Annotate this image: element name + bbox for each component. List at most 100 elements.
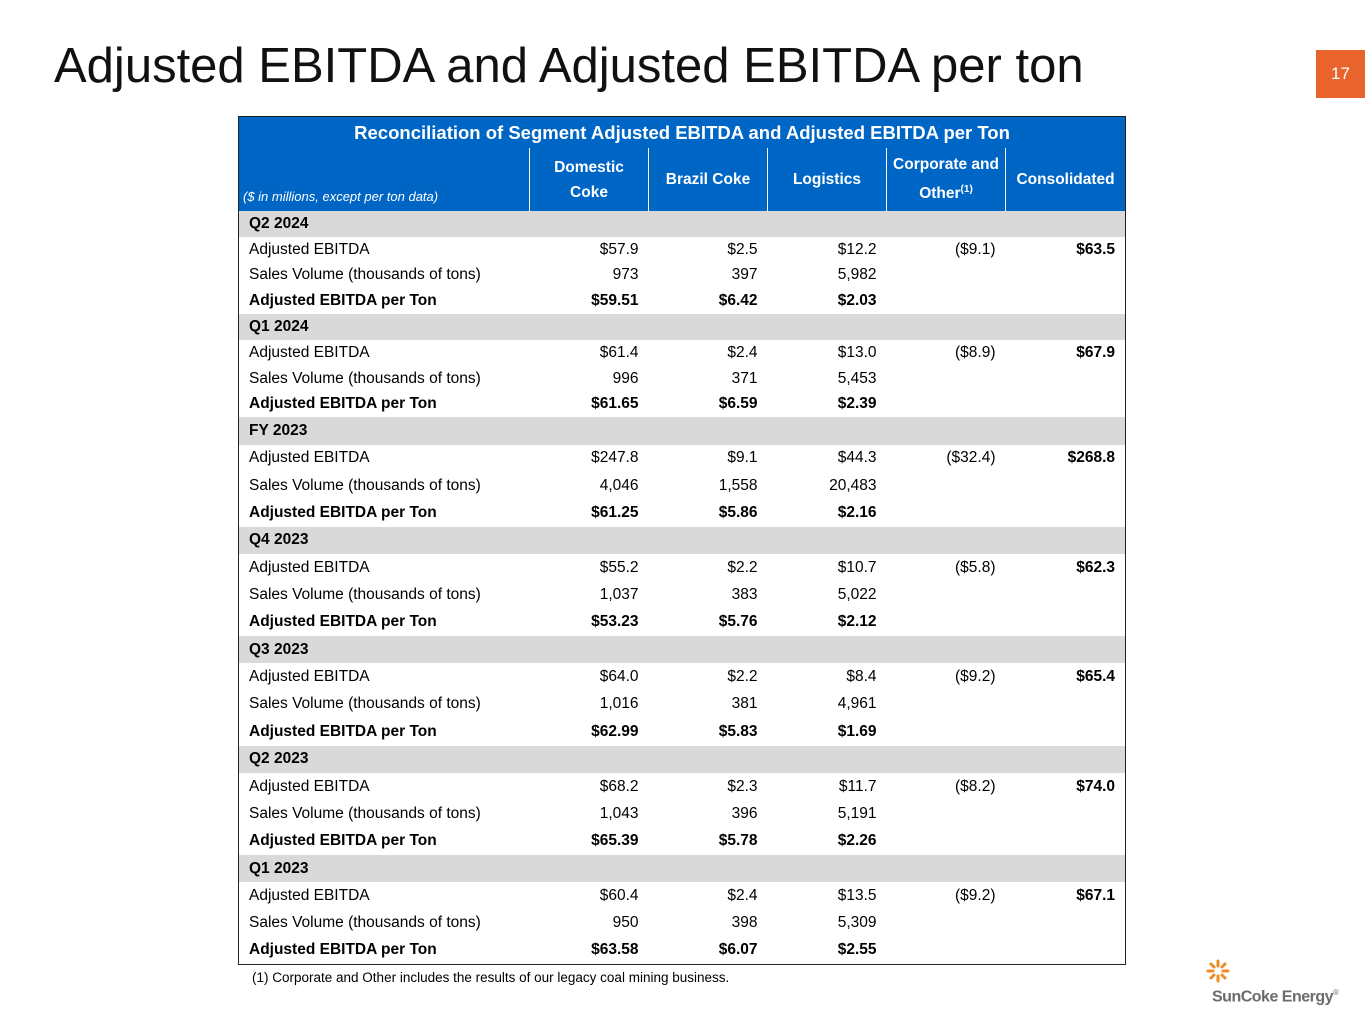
value-cell: ($8.9) — [955, 343, 996, 361]
data-row: Sales Volume (thousands of tons) 996 371 5,… — [239, 366, 1126, 392]
value-cell — [1006, 691, 1126, 718]
data-row: Adjusted EBITDA per Ton $61.25 $5.86 $2.16 — [239, 499, 1126, 526]
value-cell: 383 — [731, 586, 758, 604]
value-cell: $10.7 — [837, 558, 877, 576]
value-cell: $2.4 — [727, 343, 758, 361]
data-row: Adjusted EBITDA per Ton $65.39 $5.78 $2.26 — [239, 828, 1126, 855]
value-cell: $5.83 — [718, 722, 758, 740]
value-cell: $44.3 — [837, 449, 877, 467]
value-cell — [887, 718, 1006, 745]
value-cell: $2.03 — [837, 292, 877, 310]
value-cell — [887, 691, 1006, 718]
slide-title: Adjusted EBITDA and Adjusted EBITDA per … — [54, 39, 1084, 93]
data-row: Sales Volume (thousands of tons) 4,046 1,5… — [239, 472, 1126, 499]
value-cell: 1,558 — [718, 476, 758, 494]
section-fill — [529, 314, 1126, 340]
column-header: Brazil Coke — [648, 148, 768, 211]
value-cell: $2.5 — [727, 240, 758, 258]
value-cell: ($9.2) — [955, 668, 996, 686]
row-label: Sales Volume (thousands of tons) — [249, 476, 481, 494]
table-caption: Reconciliation of Segment Adjusted EBITD… — [238, 116, 1126, 148]
value-cell: ($9.2) — [955, 886, 996, 904]
value-cell: $61.65 — [591, 395, 639, 413]
value-cell: $2.4 — [727, 886, 758, 904]
value-cell: ($9.1) — [955, 240, 996, 258]
value-cell — [1006, 910, 1126, 937]
value-cell: 1,016 — [599, 695, 639, 713]
value-cell: $13.0 — [837, 343, 877, 361]
value-cell — [887, 263, 1006, 289]
header-row: ($ in millions, except per ton data) Dome… — [238, 148, 1126, 211]
row-label: Sales Volume (thousands of tons) — [249, 586, 481, 604]
data-row: Adjusted EBITDA $64.0 $2.2 $8.4 ($9.2) $65.4 — [239, 663, 1126, 690]
value-cell: 5,022 — [837, 586, 877, 604]
value-cell — [1006, 828, 1126, 855]
value-cell: $6.59 — [718, 395, 758, 413]
value-cell — [1006, 581, 1126, 608]
value-cell: $63.58 — [591, 941, 639, 959]
value-cell: 4,961 — [837, 695, 877, 713]
column-header: Domestic Coke — [529, 148, 649, 211]
value-cell — [1006, 800, 1126, 827]
value-cell: $67.9 — [1076, 343, 1116, 361]
value-cell — [887, 910, 1006, 937]
value-cell: 5,191 — [837, 804, 877, 822]
value-cell: 4,046 — [599, 476, 639, 494]
value-cell — [887, 366, 1006, 392]
value-cell: $5.86 — [718, 504, 758, 522]
value-cell: $65.39 — [591, 832, 639, 850]
value-cell: $6.07 — [718, 941, 758, 959]
value-cell: 5,309 — [837, 914, 877, 932]
value-cell: $1.69 — [837, 722, 877, 740]
value-cell: $65.4 — [1076, 668, 1116, 686]
data-row: Adjusted EBITDA per Ton $53.23 $5.76 $2.12 — [239, 609, 1126, 636]
value-cell: $59.51 — [591, 292, 639, 310]
value-cell: $2.39 — [837, 395, 877, 413]
value-cell: $9.1 — [727, 449, 758, 467]
section-row: Q1 2023 — [238, 854, 1126, 883]
row-label: Adjusted EBITDA — [249, 886, 370, 904]
period-label: Q4 2023 — [238, 526, 530, 555]
row-label: Sales Volume (thousands of tons) — [249, 695, 481, 713]
value-cell — [887, 800, 1006, 827]
row-label: Sales Volume (thousands of tons) — [249, 914, 481, 932]
value-cell: 1,043 — [599, 804, 639, 822]
value-cell: $2.55 — [837, 941, 877, 959]
value-cell — [887, 472, 1006, 499]
data-row: Sales Volume (thousands of tons) 950 398 5,… — [239, 910, 1126, 937]
value-cell: $2.2 — [727, 668, 758, 686]
page-number: 17 — [1316, 50, 1365, 98]
period-label: Q2 2024 — [238, 211, 530, 237]
column-name: Consolidated — [1016, 171, 1115, 188]
value-cell: $57.9 — [599, 240, 639, 258]
row-label: Adjusted EBITDA — [249, 449, 370, 467]
value-cell — [1006, 472, 1126, 499]
value-cell: $2.16 — [837, 504, 877, 522]
row-label: Adjusted EBITDA per Ton — [249, 941, 437, 959]
value-cell: 5,982 — [837, 266, 877, 284]
value-cell: $67.1 — [1076, 886, 1116, 904]
value-cell — [887, 499, 1006, 526]
section-fill — [529, 745, 1126, 773]
logo-name: SunCoke Energy — [1212, 988, 1334, 1006]
value-cell: $2.26 — [837, 832, 877, 850]
period-label: Q2 2023 — [238, 745, 530, 773]
period-label: Q3 2023 — [238, 636, 530, 664]
logo-text: SunCoke Energy® — [1212, 988, 1339, 1006]
column-header: Corporate and Other(1) — [886, 148, 1006, 211]
period-label: FY 2023 — [238, 417, 530, 445]
value-cell — [887, 937, 1006, 964]
value-cell: 20,483 — [829, 476, 877, 494]
data-row: Adjusted EBITDA $247.8 $9.1 $44.3 ($32.4) $26… — [239, 445, 1126, 472]
footnote: (1) Corporate and Other includes the res… — [252, 970, 730, 985]
data-row: Sales Volume (thousands of tons) 973 397 5,… — [239, 263, 1126, 289]
row-label: Adjusted EBITDA — [249, 668, 370, 686]
section-row: FY 2023 — [238, 417, 1126, 445]
data-row: Sales Volume (thousands of tons) 1,016 381… — [239, 691, 1126, 718]
value-cell: $60.4 — [599, 886, 639, 904]
data-row: Adjusted EBITDA per Ton $59.51 $6.42 $2.03 — [239, 288, 1126, 314]
period-label: Q1 2023 — [238, 854, 530, 883]
caption-row: Reconciliation of Segment Adjusted EBITD… — [238, 116, 1126, 148]
value-cell: $2.12 — [837, 613, 877, 631]
data-row: Adjusted EBITDA per Ton $63.58 $6.07 $2.55 — [239, 937, 1126, 964]
